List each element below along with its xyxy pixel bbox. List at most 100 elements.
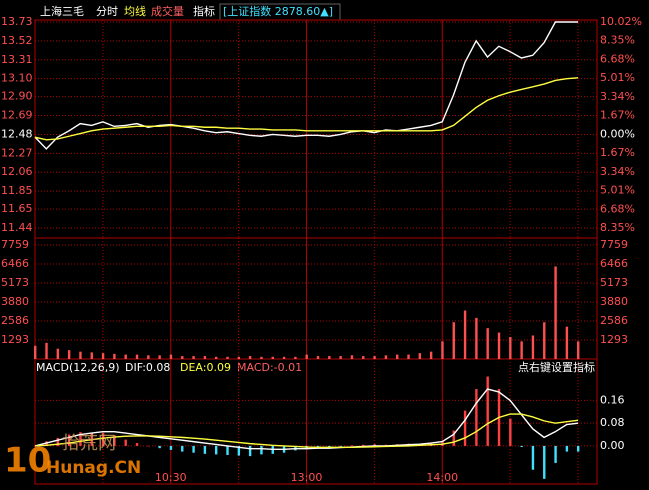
line bbox=[34, 413, 579, 449]
y2-tick-label: 8.35% bbox=[600, 221, 635, 234]
bar bbox=[565, 445, 569, 452]
bar bbox=[226, 356, 229, 359]
bar bbox=[577, 445, 580, 452]
bar bbox=[452, 430, 455, 446]
bar bbox=[67, 350, 71, 359]
y2-tick-label: 8.35% bbox=[600, 34, 635, 47]
tab[interactable]: 指标 bbox=[193, 4, 215, 18]
y-tick-label: 12.69 bbox=[1, 109, 33, 122]
y-tick-label: 2586 bbox=[1, 314, 29, 327]
bar bbox=[271, 356, 274, 359]
bar bbox=[147, 355, 150, 359]
bar bbox=[429, 351, 433, 359]
y-tick-label: 12.48 bbox=[1, 127, 33, 140]
bar bbox=[113, 353, 116, 359]
bar bbox=[113, 435, 116, 446]
line bbox=[34, 388, 579, 451]
y-tick-label-right: 0.16 bbox=[600, 393, 625, 406]
bar bbox=[543, 322, 546, 359]
bar bbox=[90, 352, 93, 359]
bar bbox=[181, 356, 184, 359]
y2-tick-label: 5.01% bbox=[600, 184, 635, 197]
y-tick-label-right: 0.08 bbox=[600, 416, 625, 429]
bar bbox=[56, 348, 60, 359]
index-label[interactable]: [上证指数 2878.60▲] bbox=[223, 4, 333, 18]
y-tick-label: 12.90 bbox=[1, 90, 33, 103]
bar bbox=[158, 445, 161, 449]
bar bbox=[497, 332, 501, 359]
tab[interactable]: 成交量 bbox=[151, 4, 184, 18]
y-tick-label: 5173 bbox=[1, 276, 29, 289]
bar bbox=[34, 345, 37, 359]
y-tick-label: 13.73 bbox=[1, 15, 33, 28]
bar bbox=[215, 356, 218, 359]
bar bbox=[248, 356, 252, 359]
bar bbox=[339, 445, 342, 447]
bar bbox=[305, 354, 308, 359]
bar bbox=[181, 445, 184, 452]
bar bbox=[226, 445, 229, 455]
y-tick-label-right: 5173 bbox=[600, 276, 628, 289]
bar bbox=[328, 356, 331, 359]
bar bbox=[396, 354, 399, 359]
bar bbox=[339, 356, 342, 359]
y-tick-label-right: 7759 bbox=[600, 238, 628, 251]
bar bbox=[101, 353, 105, 359]
bar bbox=[407, 354, 410, 359]
y-tick-label: 13.10 bbox=[1, 72, 33, 85]
y-tick-label-right: 6466 bbox=[600, 257, 628, 270]
bar bbox=[509, 418, 512, 446]
y-tick-label: 12.27 bbox=[1, 146, 33, 159]
bar bbox=[135, 354, 139, 359]
y2-tick-label: 6.68% bbox=[600, 52, 635, 65]
line bbox=[34, 77, 579, 141]
bar bbox=[79, 432, 82, 446]
bar bbox=[192, 445, 195, 453]
bar bbox=[124, 354, 127, 359]
y2-tick-label: 10.02% bbox=[600, 15, 642, 28]
bar bbox=[169, 354, 173, 359]
bar bbox=[237, 356, 241, 359]
y-tick-label: 7759 bbox=[1, 238, 29, 251]
watermark-name: 拾荒网 bbox=[62, 433, 116, 454]
y-tick-label: 3880 bbox=[1, 295, 29, 308]
y-tick-label-right: 0.00 bbox=[600, 439, 625, 452]
bar bbox=[192, 356, 195, 359]
y-tick-label: 12.06 bbox=[1, 165, 33, 178]
y-tick-label: 11.85 bbox=[1, 184, 33, 197]
x-tick-label: 13:00 bbox=[291, 471, 323, 484]
bar bbox=[373, 356, 376, 359]
y-tick-label-right: 1293 bbox=[600, 333, 628, 346]
bar bbox=[169, 445, 173, 450]
y-tick-label: 11.44 bbox=[1, 221, 33, 234]
readout: DEA:0.09 bbox=[180, 361, 231, 374]
y2-tick-label: 0.00% bbox=[600, 127, 635, 140]
bar bbox=[531, 335, 535, 359]
bar bbox=[203, 445, 207, 454]
bar bbox=[486, 328, 489, 359]
bar bbox=[248, 445, 252, 457]
y-tick-label-right: 3880 bbox=[600, 295, 628, 308]
bar bbox=[475, 317, 478, 359]
bar bbox=[316, 356, 320, 359]
bar bbox=[475, 389, 478, 446]
bar bbox=[124, 439, 127, 446]
bar bbox=[463, 310, 467, 359]
bar bbox=[67, 434, 71, 446]
bar bbox=[350, 355, 354, 359]
hint[interactable]: 点右键设置指标 bbox=[518, 360, 595, 374]
bar bbox=[203, 356, 207, 359]
series-label[interactable]: 均线 bbox=[124, 4, 146, 18]
y-tick-label-right: 2586 bbox=[600, 314, 628, 327]
bar bbox=[520, 341, 523, 359]
y-tick-label: 11.65 bbox=[1, 202, 33, 215]
bar bbox=[101, 432, 105, 446]
bar bbox=[463, 410, 467, 446]
bar bbox=[260, 445, 263, 455]
bar bbox=[554, 266, 557, 359]
series-label[interactable]: 分时 bbox=[96, 5, 118, 18]
bar bbox=[147, 445, 150, 447]
x-tick-label: 10:30 bbox=[155, 471, 187, 484]
bar bbox=[486, 376, 489, 446]
